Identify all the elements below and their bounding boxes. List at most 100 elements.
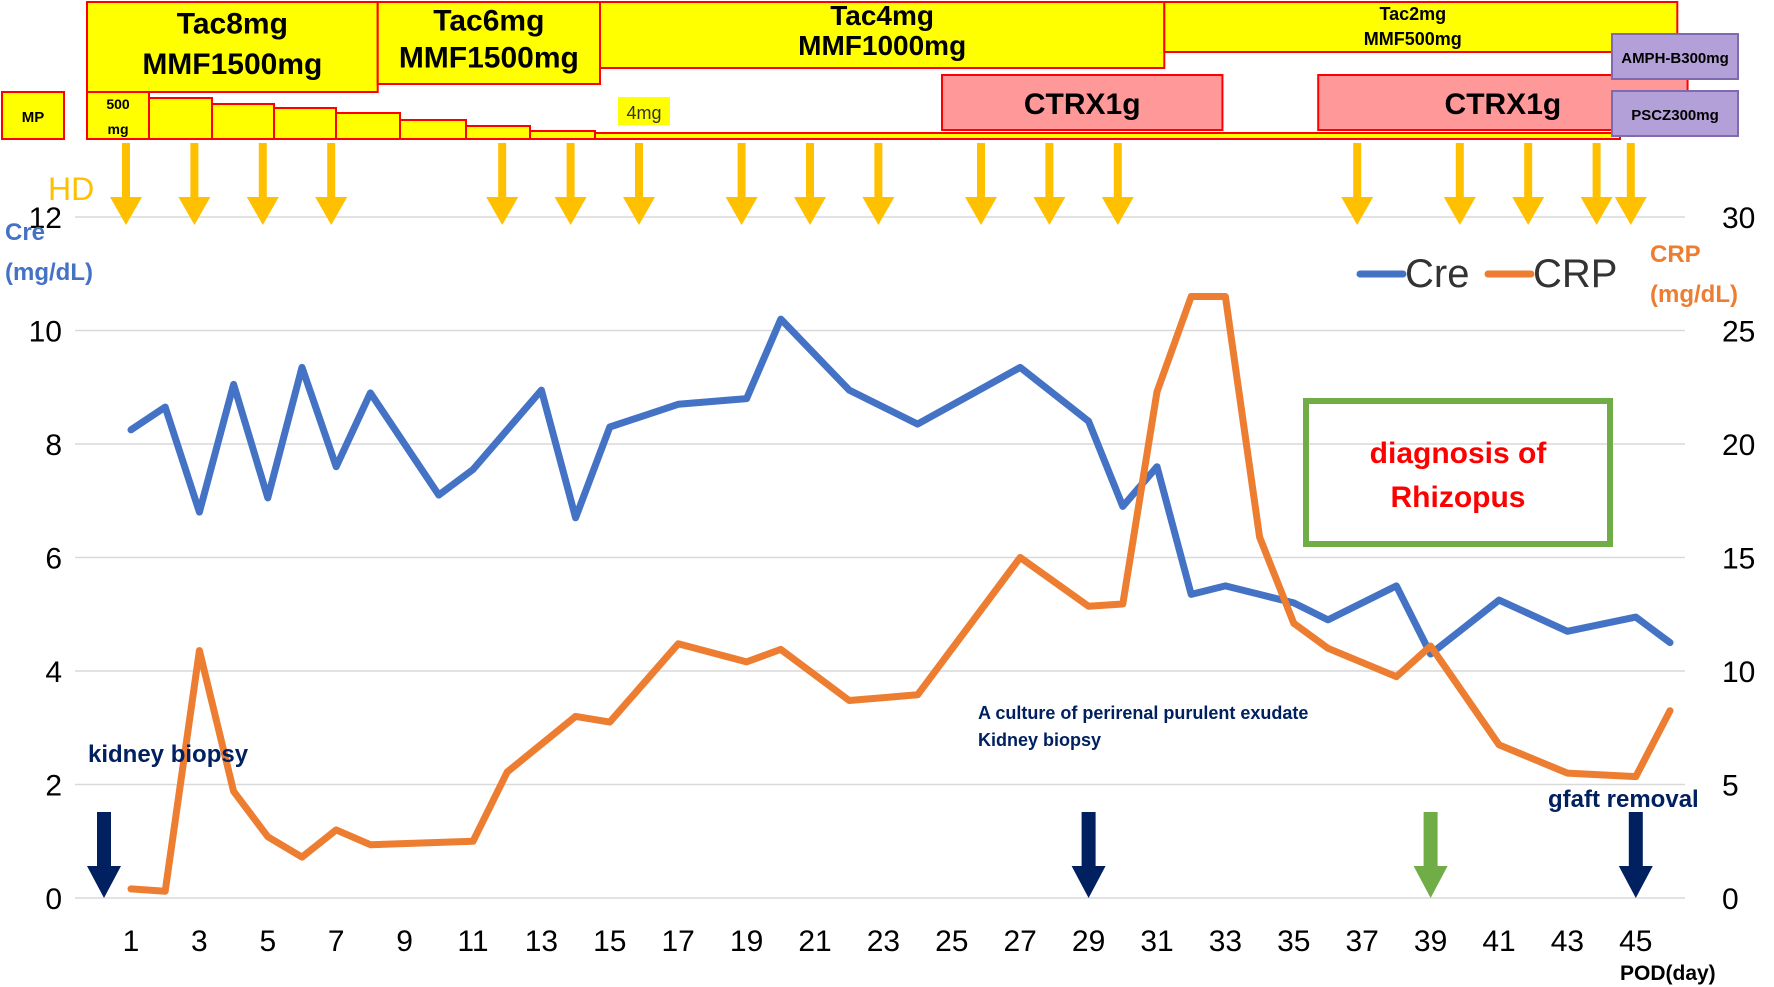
y-left-tick-label: 8 (45, 429, 62, 462)
immunosuppression-label: MMF500mg (1364, 29, 1462, 49)
hd-arrow (1614, 143, 1647, 225)
hd-arrow (794, 143, 826, 225)
hd-arrow (1033, 143, 1066, 225)
y-left-tick-label: 2 (45, 770, 62, 803)
hd-arrow (1101, 143, 1134, 225)
legend-crp-label: CRP (1533, 252, 1617, 296)
x-tick-label: 5 (259, 925, 276, 958)
graft-removal-label: gfaft removal (1548, 786, 1699, 813)
y-left-tick-label: 12 (29, 202, 62, 235)
steroid-taper-step (465, 125, 531, 140)
hd-arrow (623, 143, 655, 225)
immunosuppression-label: Tac8mg (177, 8, 288, 41)
antifungal-label: PSCZ300mg (1631, 107, 1719, 124)
hd-arrow (178, 143, 211, 225)
y-right-tick-label: 20 (1722, 429, 1755, 462)
x-tick-label: 9 (396, 925, 413, 958)
hd-label: HD (48, 171, 94, 207)
diagnosis-box-border (1303, 398, 1613, 547)
ctrx-label: CTRX1g (1024, 88, 1141, 121)
x-tick-label: 19 (730, 925, 763, 958)
x-tick-label: 41 (1482, 925, 1515, 958)
y-left-label-line1: Cre (5, 219, 45, 246)
hd-arrow (1580, 143, 1613, 225)
x-tick-label: 35 (1277, 925, 1310, 958)
steroid-mp-box (1, 91, 65, 140)
kidney-biopsy-label: kidney biopsy (88, 741, 249, 768)
hd-arrow (725, 143, 758, 225)
steroid-taper-step (399, 119, 467, 140)
hd-arrow (110, 143, 142, 225)
x-tick-label: 37 (1346, 925, 1379, 958)
y-right-tick-label: 25 (1722, 316, 1755, 349)
immunosuppression-label: MMF1500mg (399, 42, 579, 75)
hd-arrow (862, 143, 895, 225)
cre-series-line (127, 315, 1674, 658)
event-arrow (1071, 812, 1106, 898)
immunosuppression-bar (599, 1, 1166, 69)
annotations (87, 812, 1653, 898)
legend: Cre CRP (1356, 252, 1617, 296)
immunosuppression-label: Tac2mg (1379, 4, 1446, 24)
x-tick-label: 45 (1619, 925, 1652, 958)
immunosuppression-label: MMF1000mg (798, 30, 966, 61)
diagnosis-box: diagnosis of Rhizopus (1303, 398, 1613, 547)
series-lines (127, 293, 1674, 895)
x-tick-label: 15 (593, 925, 626, 958)
y-right-tick-label: 30 (1722, 202, 1755, 235)
event-arrow (1413, 812, 1448, 898)
steroid-taper-step (148, 97, 213, 140)
hd-arrow (315, 143, 348, 225)
y-right-tick-label: 5 (1722, 770, 1739, 803)
ctrx-bar (941, 74, 1224, 131)
immunosuppression-bar (86, 1, 379, 93)
diagnosis-text-line1: diagnosis of (1370, 437, 1548, 470)
ctrx-label: CTRX1g (1445, 88, 1562, 121)
y-left-tick-label: 0 (45, 883, 62, 916)
steroid-taper-step (273, 107, 337, 140)
x-axis-label: POD(day) (1620, 962, 1716, 985)
y-right-tick-label: 10 (1722, 656, 1755, 689)
x-tick-label: 39 (1414, 925, 1447, 958)
immunosuppression-bar (1163, 1, 1679, 53)
x-tick-label: 23 (867, 925, 900, 958)
hd-arrow (1512, 143, 1545, 225)
immunosuppression-label: MMF1500mg (142, 48, 322, 81)
steroid-mp-label: MP (22, 109, 45, 126)
x-tick-label: 21 (798, 925, 831, 958)
y-right-label-line1: CRP (1650, 241, 1701, 268)
steroid-pulse-box (86, 91, 150, 140)
y-left-tick-label: 6 (45, 543, 62, 576)
steroid-taper-step (211, 103, 275, 140)
immunosuppression-label: Tac6mg (433, 5, 544, 38)
antifungal-label: AMPH-B300mg (1621, 50, 1729, 67)
hd-arrow (965, 143, 997, 225)
steroid-taper-label: 4mg (626, 103, 661, 123)
antifungal-box (1611, 33, 1739, 80)
steroid-dose-label: mg (108, 121, 129, 137)
y-left-label-line2: (mg/dL) (5, 259, 93, 286)
gridlines (75, 216, 1685, 899)
legend-cre-label: Cre (1405, 252, 1469, 296)
x-tick-label: 43 (1551, 925, 1584, 958)
crp-series-line (127, 293, 1674, 895)
y-left-tick-label: 10 (29, 316, 62, 349)
x-tick-label: 25 (935, 925, 968, 958)
treatment-bars: Tac8mg MMF1500mg Tac6mg MMF1500mg Tac4mgMMF1… (1, 0, 1739, 140)
x-tick-label: 11 (457, 925, 488, 958)
steroid-taper-step (594, 132, 1621, 140)
x-tick-label: 31 (1140, 925, 1173, 958)
hd-arrow (486, 143, 519, 225)
x-tick-label: 29 (1072, 925, 1105, 958)
event-arrow (1618, 812, 1653, 898)
culture-label-line1: A culture of perirenal purulent exudate (978, 703, 1308, 723)
diagnosis-text-line2: Rhizopus (1391, 481, 1526, 514)
x-tick-label: 17 (662, 925, 695, 958)
x-tick-label: 13 (525, 925, 558, 958)
y-left-tick-label: 4 (45, 656, 62, 689)
x-tick-label: 3 (191, 925, 208, 958)
culture-label-line2: Kidney biopsy (978, 730, 1101, 750)
event-arrow (87, 812, 121, 898)
